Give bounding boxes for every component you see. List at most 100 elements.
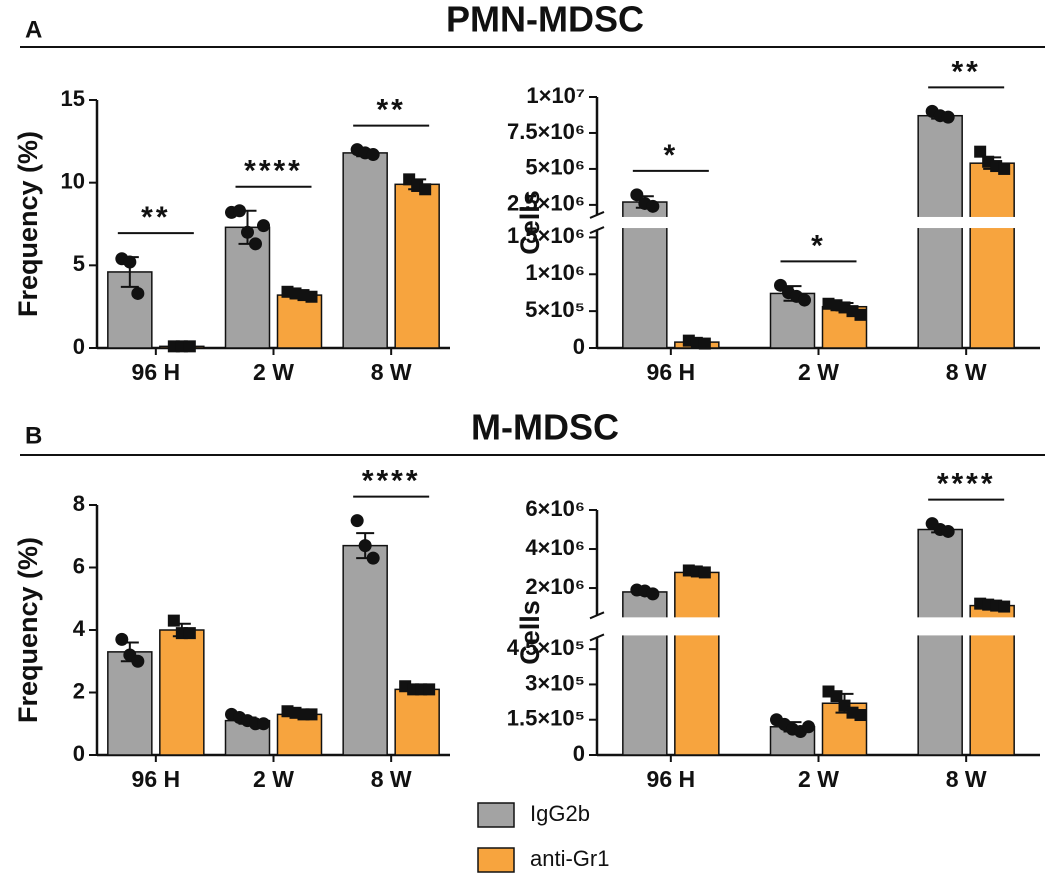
point: [241, 225, 254, 239]
y-tick-label: 5×10⁶: [525, 155, 585, 180]
point: [630, 188, 644, 202]
point: [646, 199, 660, 213]
y-axis-title: Frequency (%): [13, 131, 43, 317]
point: [423, 683, 436, 696]
point: [183, 627, 196, 640]
x-tick-label: 96 H: [647, 766, 696, 792]
panel-letter: B: [25, 422, 42, 449]
point: [167, 614, 180, 627]
break-mark: [589, 226, 605, 234]
break-mark: [589, 611, 605, 620]
x-tick-label: 96 H: [132, 359, 181, 385]
panel-title: M-MDSC: [471, 407, 619, 448]
y-tick-label: 2.5×10⁶: [507, 191, 585, 216]
x-tick-label: 2 W: [253, 766, 294, 792]
legend-label: anti-Gr1: [530, 846, 609, 871]
y-tick-label: 1.5×10⁶: [507, 223, 585, 248]
y-tick-label: 0: [573, 334, 585, 359]
bar: [917, 114, 963, 349]
point: [183, 340, 196, 353]
y-tick-label: 1.5×10⁵: [507, 706, 585, 731]
bar: [674, 571, 720, 756]
bar: [917, 528, 963, 756]
point: [366, 551, 380, 565]
y-tick-label: 1×10⁶: [525, 260, 585, 285]
point: [249, 237, 262, 251]
bar: [276, 713, 323, 756]
point: [698, 337, 711, 350]
x-tick-label: 8 W: [946, 359, 987, 385]
break-mark: [589, 633, 605, 642]
point: [941, 110, 955, 124]
y-axis-title: Frequency (%): [13, 537, 43, 723]
point: [233, 204, 246, 218]
y-tick-label: 15: [61, 86, 85, 111]
point: [974, 145, 987, 158]
point: [830, 690, 843, 703]
y-tick-label: 4×10⁶: [525, 535, 585, 560]
y-tick-label: 1×10⁷: [526, 83, 585, 108]
x-tick-label: 96 H: [647, 359, 696, 385]
significance-stars: ****: [362, 465, 421, 498]
point: [366, 148, 380, 162]
legend-label: IgG2b: [530, 801, 590, 826]
x-tick-label: 2 W: [798, 766, 839, 792]
x-tick-label: 96 H: [132, 766, 181, 792]
point: [123, 255, 137, 269]
point: [998, 600, 1011, 613]
y-tick-label: 7.5×10⁶: [507, 119, 585, 144]
point: [131, 286, 145, 300]
bar: [622, 591, 668, 756]
significance-stars: *: [811, 229, 826, 262]
y-tick-label: 6×10⁶: [525, 496, 585, 521]
bar: [394, 688, 440, 756]
bar: [159, 629, 205, 756]
bar: [342, 544, 388, 756]
bar: [107, 651, 153, 756]
point: [257, 717, 270, 731]
y-axis-title: Cells: [515, 190, 545, 255]
point: [305, 290, 318, 303]
point: [798, 293, 811, 307]
bar: [342, 152, 388, 349]
y-tick-label: 0: [73, 741, 85, 766]
bar: [769, 292, 816, 349]
x-tick-label: 8 W: [371, 766, 412, 792]
y-tick-label: 8: [73, 491, 85, 516]
panel-title: PMN-MDSC: [446, 0, 644, 40]
y-tick-label: 5: [73, 251, 85, 276]
axis-break-gap: [599, 617, 1042, 636]
x-tick-label: 2 W: [798, 359, 839, 385]
significance-stars: **: [376, 94, 405, 127]
y-tick-label: 3×10⁵: [525, 670, 585, 695]
point: [854, 709, 867, 722]
point: [305, 708, 318, 721]
point: [998, 162, 1011, 175]
y-tick-label: 0: [73, 334, 85, 359]
bar: [224, 226, 271, 349]
x-tick-label: 2 W: [253, 359, 294, 385]
y-tick-label: 0: [573, 741, 585, 766]
point: [646, 587, 660, 601]
point: [257, 219, 270, 233]
y-tick-label: 4.5×10⁵: [507, 635, 585, 660]
y-tick-label: 10: [61, 168, 85, 193]
legend-swatch: [477, 802, 515, 828]
panel-letter: A: [25, 16, 42, 43]
y-tick-label: 2: [73, 678, 85, 703]
x-tick-label: 8 W: [371, 359, 412, 385]
significance-stars: **: [141, 201, 170, 234]
break-mark: [589, 211, 605, 219]
bar: [969, 162, 1015, 349]
axis-break-gap: [599, 216, 1042, 229]
legend-swatch: [477, 847, 515, 873]
y-tick-label: 5×10⁵: [525, 297, 585, 322]
x-tick-label: 8 W: [946, 766, 987, 792]
significance-stars: **: [951, 55, 980, 88]
point: [358, 539, 372, 553]
significance-stars: ****: [244, 155, 303, 188]
point: [698, 566, 711, 579]
bar: [276, 294, 323, 349]
y-tick-label: 6: [73, 553, 85, 578]
